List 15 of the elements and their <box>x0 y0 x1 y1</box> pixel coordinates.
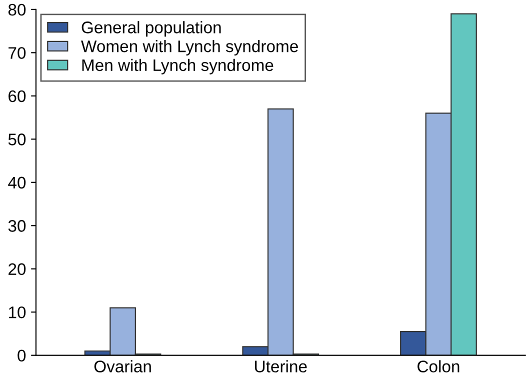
y-tick-label: 30 <box>8 220 26 232</box>
y-tick-label: 0 <box>18 350 26 362</box>
legend-label: General population <box>82 21 221 37</box>
y-tick-label: 50 <box>8 134 26 146</box>
y-tick-label: 20 <box>8 263 26 276</box>
y-tick-label: 10 <box>8 306 26 318</box>
legend-label: Men with Lynch syndrome <box>82 58 274 74</box>
y-tick-label: 80 <box>8 4 26 16</box>
x-tick-label: Ovarian <box>94 360 151 372</box>
x-tick-label: Uterine <box>255 360 307 372</box>
y-tick-label: 60 <box>8 90 26 102</box>
y-tick-label: 40 <box>8 176 26 189</box>
y-tick-label: 70 <box>8 47 26 59</box>
legend-label: Women with Lynch syndrome <box>81 40 298 56</box>
x-tick-label: Colon <box>418 360 460 372</box>
